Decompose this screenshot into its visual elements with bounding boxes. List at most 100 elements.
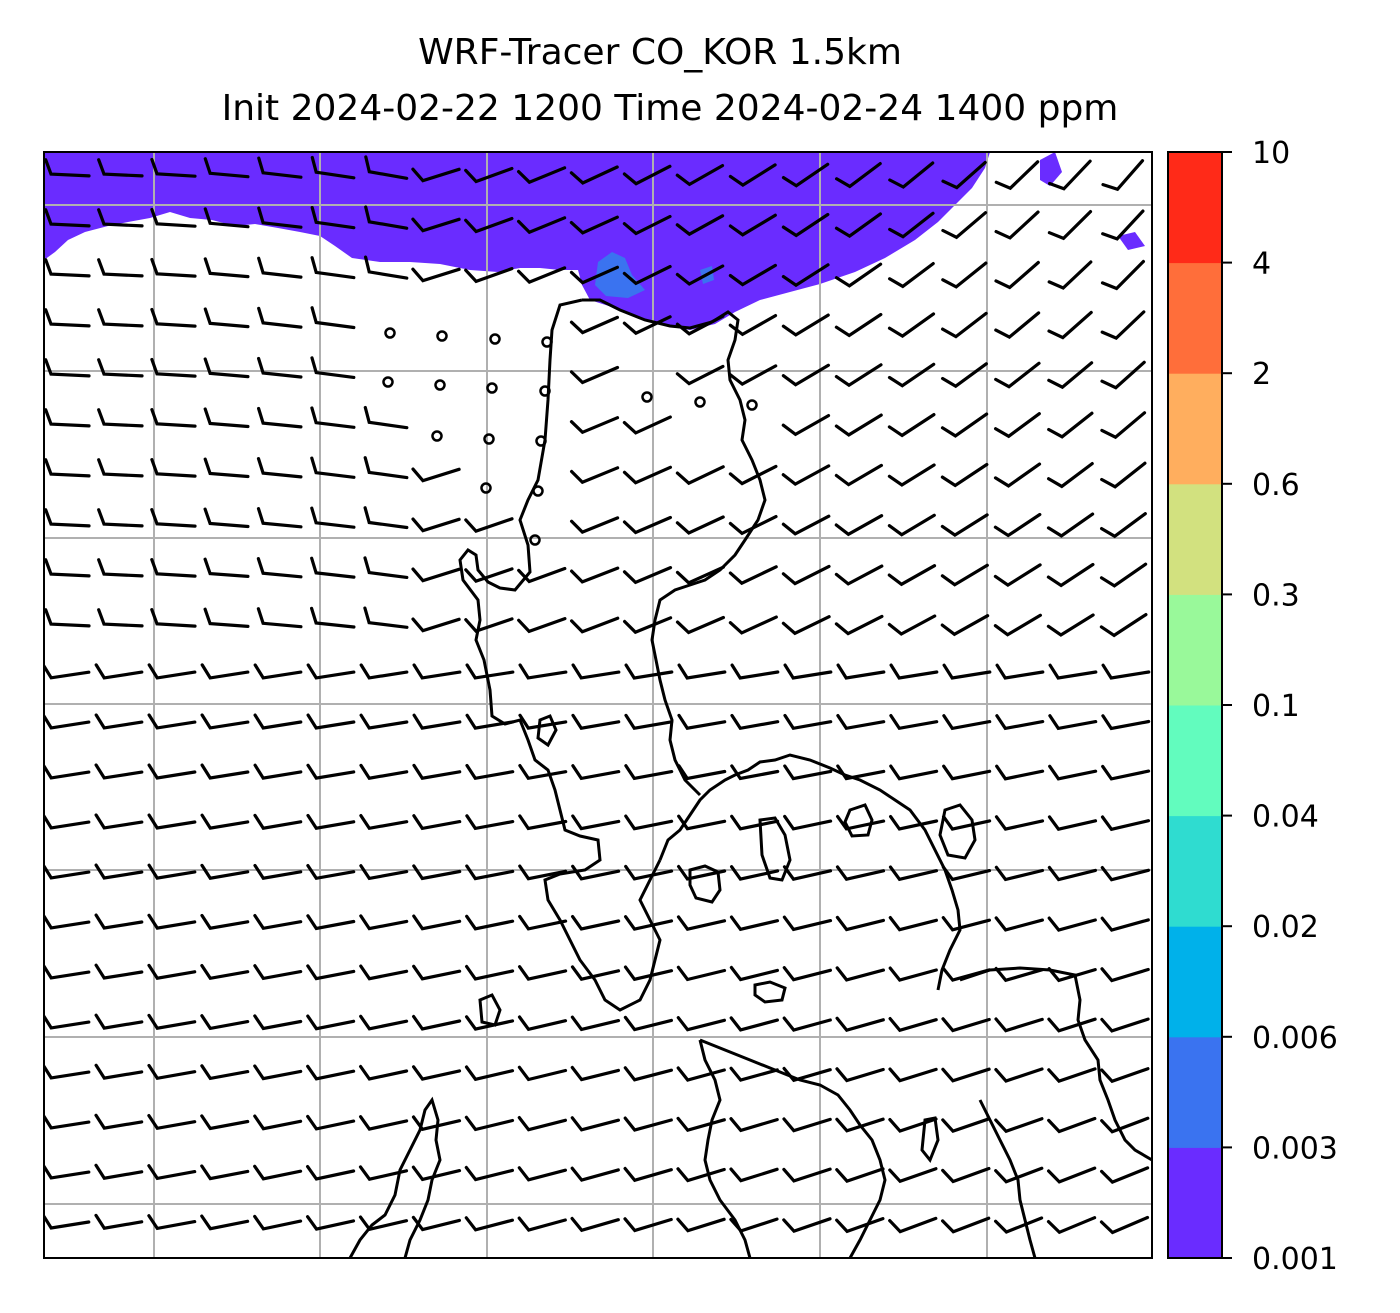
wind-barb (622, 214, 672, 236)
wind-barb (147, 863, 197, 880)
colorbar-segment (1168, 705, 1222, 817)
colorbar-tick-label: 0.04 (1252, 800, 1319, 835)
wind-barb (465, 814, 515, 831)
wind-barb (622, 265, 672, 286)
wind-barb (888, 865, 939, 882)
wind-barb (993, 512, 1042, 538)
island-1 (688, 864, 722, 904)
wind-barb (730, 764, 780, 781)
wind-barb (1048, 714, 1098, 731)
wind-barb (464, 567, 514, 583)
wind-barb (518, 864, 568, 881)
wind-barb (570, 965, 621, 981)
wind-barb (359, 814, 409, 831)
wind-barb (729, 1016, 779, 1032)
wind-barb (941, 1117, 991, 1134)
wind-barb (994, 412, 1041, 439)
wind-barb (1100, 1017, 1150, 1033)
wind-barb (569, 365, 620, 385)
wind-barb (887, 413, 936, 438)
wind-barb (203, 357, 250, 379)
wind-barb (1047, 967, 1097, 983)
wind-barb (359, 763, 409, 780)
wind-barb (44, 1113, 91, 1130)
wind-barb (44, 863, 91, 880)
wind-barb (306, 864, 356, 881)
wind-barb (412, 1065, 462, 1081)
wind-barb (465, 1015, 515, 1031)
map-area (44, 152, 1152, 1258)
wind-barb (836, 764, 886, 781)
wind-barb (97, 208, 144, 228)
wind-barb (310, 356, 356, 379)
wind-barb (941, 1166, 991, 1184)
wind-barb (677, 663, 727, 680)
wind-barb (203, 257, 250, 279)
wind-barb (781, 162, 830, 188)
wind-barb (44, 1213, 91, 1230)
wind-barb (622, 315, 672, 336)
wind-barb (941, 1017, 991, 1033)
wind-barb (623, 1166, 673, 1183)
wind-barb (253, 863, 303, 880)
wind-barb (44, 963, 91, 980)
wind-barb (994, 1166, 1044, 1184)
wind-barb (571, 713, 621, 730)
wind-barb (782, 1117, 832, 1133)
wind-barb (411, 517, 461, 533)
wind-barb (363, 405, 409, 430)
wind-barb (412, 763, 462, 780)
wind-barb (730, 814, 780, 831)
wind-barb (1048, 663, 1098, 680)
wind-barb (1100, 360, 1146, 390)
wind-barb (994, 1216, 1044, 1234)
wind-barb (782, 1167, 832, 1183)
wind-barb (1100, 866, 1150, 882)
wind-barb (200, 964, 250, 981)
wind-barb (306, 713, 356, 730)
wind-barb (464, 216, 514, 234)
wind-barb (310, 306, 356, 330)
wind-barb (729, 1167, 779, 1183)
wind-barb (835, 966, 885, 982)
wind-barb (569, 165, 619, 185)
wind-barb (728, 314, 778, 337)
wind-barb (676, 1016, 726, 1032)
wind-barb (200, 713, 250, 730)
wind-barb (782, 966, 832, 982)
wind-barb (782, 1016, 832, 1032)
wind-barb (887, 564, 937, 587)
wind-barb (1047, 310, 1093, 340)
wind-barb (310, 456, 356, 479)
wind-barb (44, 1013, 91, 1030)
wind-barb (411, 1215, 461, 1232)
wind-barb (253, 663, 303, 680)
wind-barb (941, 160, 987, 190)
wind-barb (941, 1067, 991, 1083)
wind-barb (570, 1166, 620, 1182)
tracer-shading (44, 152, 990, 330)
wind-barb (781, 263, 830, 288)
wind-barb (253, 914, 303, 931)
colorbar-tick-label: 0.001 (1252, 1242, 1338, 1277)
wind-barb (94, 963, 144, 980)
wind-barb (889, 663, 939, 680)
wind-barb (147, 763, 197, 780)
wind-barb (889, 815, 939, 831)
wind-barb (364, 155, 409, 180)
wind-barb (1101, 663, 1151, 680)
wind-barb (728, 464, 778, 486)
coastline-peninsula-east (658, 753, 962, 991)
wind-barb (1100, 815, 1151, 832)
wind-barb (150, 257, 197, 278)
wind-barb (97, 308, 144, 328)
wind-barb (517, 1015, 568, 1032)
colorbar-segment (1168, 373, 1222, 485)
wind-barb (412, 814, 462, 831)
wind-barb (783, 764, 833, 781)
wind-barb (1100, 259, 1145, 291)
island-3 (938, 803, 977, 860)
wind-barb (1099, 613, 1148, 638)
wind-barb (44, 508, 91, 528)
wind-barb (887, 614, 937, 636)
